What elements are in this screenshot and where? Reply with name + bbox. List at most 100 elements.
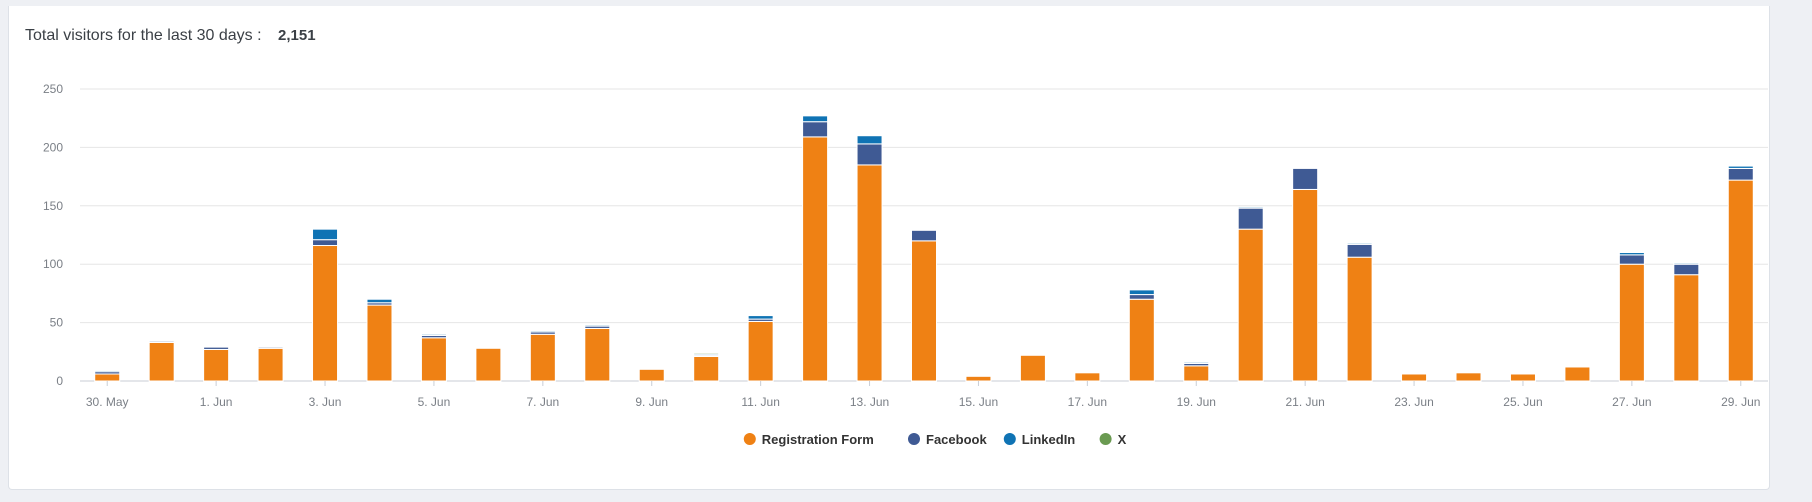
legend-marker bbox=[1099, 433, 1112, 445]
bar-segment[interactable] bbox=[420, 337, 447, 382]
bar-segment[interactable] bbox=[1346, 256, 1373, 382]
x-tick-label: 30. May bbox=[86, 395, 129, 409]
bar-segment[interactable] bbox=[747, 320, 774, 382]
bar-segment[interactable] bbox=[856, 135, 883, 145]
bar-segment[interactable] bbox=[203, 348, 230, 382]
x-tick-label: 17. Jun bbox=[1068, 395, 1107, 409]
y-axis: 0 50 100 150 200 250 bbox=[43, 82, 63, 388]
bar-segment[interactable] bbox=[1618, 263, 1645, 382]
legend-label: LinkedIn bbox=[1022, 432, 1076, 447]
bar-segment[interactable] bbox=[1618, 254, 1645, 265]
bar-segment[interactable] bbox=[366, 298, 393, 304]
legend-item[interactable]: Registration Form bbox=[743, 432, 874, 447]
bar-segment[interactable] bbox=[584, 324, 611, 327]
bar-segment[interactable] bbox=[1237, 206, 1264, 209]
bar-segment[interactable] bbox=[856, 143, 883, 166]
bar-segment[interactable] bbox=[1183, 365, 1210, 382]
bar-segment[interactable] bbox=[1346, 243, 1373, 258]
bar-segment[interactable] bbox=[529, 333, 556, 382]
bar-segment[interactable] bbox=[1128, 294, 1155, 300]
x-tick-label: 3. Jun bbox=[309, 395, 342, 409]
bar-segment[interactable] bbox=[257, 346, 284, 349]
bar-segment[interactable] bbox=[94, 369, 121, 373]
bar-segment[interactable] bbox=[257, 347, 284, 382]
legend-marker bbox=[1003, 433, 1016, 445]
chart-bars bbox=[94, 115, 1754, 382]
bar-segment[interactable] bbox=[911, 229, 937, 242]
bar-segment[interactable] bbox=[584, 327, 611, 382]
bar-segment[interactable] bbox=[1128, 298, 1155, 382]
x-tick-label: 23. Jun bbox=[1394, 395, 1433, 409]
bar-segment[interactable] bbox=[1673, 262, 1700, 265]
bar-segment[interactable] bbox=[1727, 179, 1754, 382]
bar-segment[interactable] bbox=[1237, 228, 1264, 382]
bar-segment[interactable] bbox=[802, 121, 829, 138]
bar-segment[interactable] bbox=[148, 341, 175, 382]
x-axis: 30. May 1. Jun 3. Jun 5. Jun 7. Jun 9. Jun 11.… bbox=[86, 381, 1760, 409]
bar-segment[interactable] bbox=[693, 355, 720, 382]
bar-segment[interactable] bbox=[1019, 354, 1046, 382]
bar-segment[interactable] bbox=[1128, 289, 1155, 296]
x-tick-label: 9. Jun bbox=[635, 395, 668, 409]
bar-segment[interactable] bbox=[1727, 167, 1754, 181]
x-tick-label: 27. Jun bbox=[1612, 395, 1651, 409]
bar-segment[interactable] bbox=[94, 373, 121, 382]
bar-segment[interactable] bbox=[1183, 361, 1210, 364]
bar-segment[interactable] bbox=[911, 240, 937, 382]
bar-segment[interactable] bbox=[312, 228, 339, 241]
bar-segment[interactable] bbox=[1346, 242, 1373, 245]
bar-segment[interactable] bbox=[965, 375, 992, 382]
chart-legend: Registration Form Facebook LinkedIn X bbox=[743, 432, 1127, 447]
bar-segment[interactable] bbox=[1074, 372, 1101, 382]
x-tick-label: 21. Jun bbox=[1285, 395, 1324, 409]
legend-label: Registration Form bbox=[762, 432, 874, 447]
bar-segment[interactable] bbox=[1401, 373, 1428, 382]
bar-segment[interactable] bbox=[802, 115, 829, 123]
bar-segment[interactable] bbox=[1455, 372, 1482, 382]
legend-item[interactable]: X bbox=[1099, 432, 1127, 447]
legend-marker bbox=[743, 433, 756, 445]
bar-segment[interactable] bbox=[312, 245, 339, 382]
x-tick-label: 1. Jun bbox=[200, 395, 233, 409]
x-tick-label: 25. Jun bbox=[1503, 395, 1542, 409]
bar-segment[interactable] bbox=[693, 352, 720, 355]
bar-segment[interactable] bbox=[1673, 263, 1700, 276]
x-tick-label: 13. Jun bbox=[850, 395, 889, 409]
x-tick-label: 15. Jun bbox=[959, 395, 998, 409]
bar-segment[interactable] bbox=[148, 340, 175, 343]
bar-segment[interactable] bbox=[747, 315, 774, 320]
bar-segment[interactable] bbox=[312, 239, 339, 247]
bar-segment[interactable] bbox=[638, 368, 665, 382]
bar-segment[interactable] bbox=[475, 347, 502, 382]
legend-label: X bbox=[1118, 432, 1127, 447]
y-tick-label: 100 bbox=[43, 257, 63, 271]
x-tick-label: 11. Jun bbox=[741, 395, 779, 409]
bar-segment[interactable] bbox=[529, 330, 556, 333]
bar-segment[interactable] bbox=[420, 333, 447, 336]
legend-item[interactable]: LinkedIn bbox=[1003, 432, 1076, 447]
y-tick-label: 0 bbox=[56, 374, 63, 388]
x-tick-label: 29. Jun bbox=[1721, 395, 1760, 409]
bar-segment[interactable] bbox=[802, 136, 829, 382]
bar-segment[interactable] bbox=[1564, 366, 1591, 382]
bar-segment[interactable] bbox=[1237, 207, 1264, 230]
legend-marker bbox=[908, 433, 920, 445]
y-tick-label: 50 bbox=[50, 316, 64, 330]
bar-segment[interactable] bbox=[1673, 274, 1700, 382]
bar-segment[interactable] bbox=[1292, 188, 1319, 382]
legend-item[interactable]: Facebook bbox=[908, 432, 987, 447]
bar-segment[interactable] bbox=[366, 304, 393, 382]
summary-label: Total visitors for the last 30 days : bbox=[25, 27, 262, 44]
bar-segment[interactable] bbox=[1292, 167, 1319, 190]
bar-segment[interactable] bbox=[1727, 165, 1754, 169]
visitors-summary: Total visitors for the last 30 days : 2,… bbox=[25, 27, 316, 45]
x-tick-label: 19. Jun bbox=[1177, 395, 1216, 409]
summary-value: 2,151 bbox=[278, 27, 316, 44]
bar-segment[interactable] bbox=[856, 164, 883, 382]
visitors-card bbox=[8, 6, 1770, 490]
y-tick-label: 200 bbox=[43, 140, 63, 154]
bar-segment[interactable] bbox=[1509, 373, 1536, 382]
bar-segment[interactable] bbox=[203, 346, 230, 350]
bar-segment[interactable] bbox=[1618, 252, 1645, 256]
